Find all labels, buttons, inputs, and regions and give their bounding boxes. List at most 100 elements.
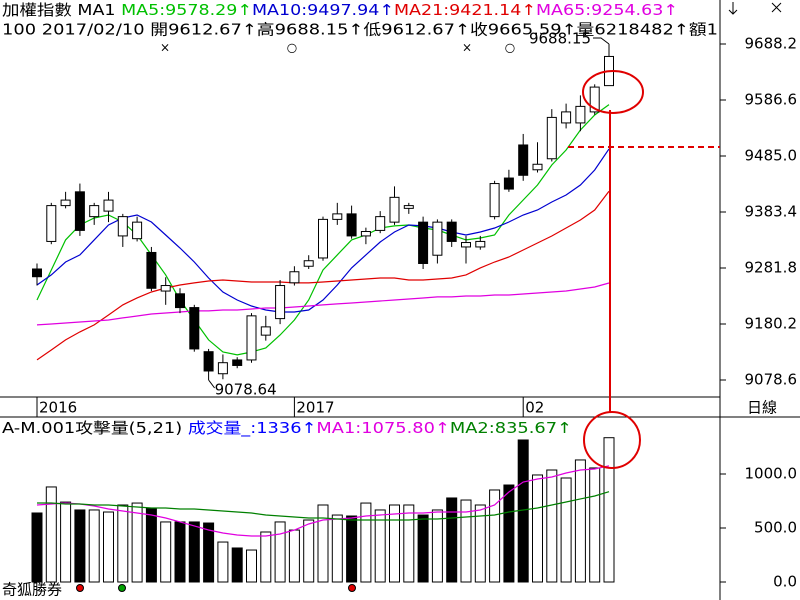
candle-body <box>489 183 500 218</box>
candle-body <box>375 216 386 231</box>
volume-title: A-M.001攻擊量(5,21) <box>2 419 182 437</box>
signal: × <box>462 41 472 55</box>
y-tick-label: 9688.2 <box>745 34 798 52</box>
volume-bar <box>589 467 601 583</box>
candle-body <box>103 199 114 212</box>
volume-bar <box>246 549 257 583</box>
x-tick-label: 2017 <box>296 399 334 417</box>
candle-body <box>89 205 100 218</box>
y-tick-label: 9383.4 <box>745 203 798 221</box>
legend-entry: MA65:9254.63↑ <box>536 1 678 19</box>
candle-body <box>32 268 42 278</box>
candle-body <box>589 86 600 113</box>
volume-bar <box>317 504 329 583</box>
candle-body <box>446 221 457 242</box>
y-tick-label: 9180.2 <box>745 315 798 333</box>
candle-body <box>117 216 128 237</box>
volume-header: A-M.001攻擊量(5,21) 成交量_:1336↑ MA1:1075.80↑ M… <box>2 419 572 438</box>
candle-body <box>546 116 557 160</box>
volume-bar <box>560 477 572 583</box>
highlight-circle <box>582 70 644 114</box>
volume-bar <box>131 502 143 583</box>
candle-body <box>389 196 400 223</box>
scroll-icon[interactable] <box>728 2 738 15</box>
legend-entry: MA21:9421.14↑ <box>394 1 536 19</box>
candle-body <box>575 105 586 124</box>
annotation: 9078.64 <box>215 380 277 398</box>
candle-body <box>289 271 300 284</box>
candle-body <box>246 315 257 361</box>
y-tick-label: 0.0 <box>773 572 797 590</box>
volume-bar <box>103 511 114 583</box>
candle-body <box>232 359 243 366</box>
candle-body <box>160 285 171 292</box>
ma-line <box>36 282 610 326</box>
legend-entry: MA10:9497.94↑ <box>252 1 394 19</box>
volume-bar <box>417 514 429 583</box>
volume-bar <box>389 504 400 583</box>
volume-bar <box>160 521 172 583</box>
volume-bar <box>174 521 186 583</box>
legend-entry: MA1:1075.80↑ <box>316 419 449 437</box>
volume-bar <box>60 501 72 583</box>
legend-entry: MA5:9578.29↑ <box>121 1 252 19</box>
x-tick-label: 02 <box>525 399 544 417</box>
candle-body <box>146 251 157 289</box>
candle-body <box>503 177 514 190</box>
candle-body <box>175 293 185 309</box>
candle-body <box>332 213 343 220</box>
close-icon[interactable] <box>771 2 782 13</box>
volume-bar <box>603 437 615 583</box>
candle-body <box>561 111 572 124</box>
candle-body <box>203 351 214 372</box>
y-tick-label: 500.0 <box>754 518 797 536</box>
candle-body <box>475 240 486 248</box>
volume-bar <box>374 509 386 583</box>
candle-body <box>260 326 271 336</box>
period-label: 日線 <box>747 399 777 417</box>
candle-body <box>518 144 529 176</box>
volume-bar <box>188 521 200 583</box>
leader <box>208 379 215 389</box>
y-tick-label: 9281.8 <box>745 259 798 277</box>
volume-bar <box>145 507 157 583</box>
candle-body <box>132 221 143 240</box>
signal: ○ <box>505 41 515 55</box>
price-header: 加權指數 MA1 MA5:9578.29↑ MA10:9497.94↑ MA21:9… <box>2 1 678 19</box>
y-tick-label: 9078.6 <box>745 371 798 389</box>
highlight-circle <box>583 411 641 469</box>
x-tick-label: 2016 <box>39 399 77 417</box>
signal-dots <box>76 584 356 592</box>
volume-bar <box>231 547 243 583</box>
volume-bar <box>360 502 372 583</box>
candle-body <box>403 205 414 209</box>
volume-bar <box>274 521 286 583</box>
signal: × <box>160 41 170 55</box>
volume-bar <box>260 531 272 583</box>
volume-bar <box>346 515 358 583</box>
volume-bar <box>503 484 515 583</box>
candle-body <box>318 218 328 259</box>
legend-entry: MA2:835.67↑ <box>450 419 572 437</box>
leader <box>593 37 610 45</box>
y-tick-label: 9586.6 <box>745 90 798 108</box>
volume-bar <box>88 509 100 583</box>
signal-dot <box>118 584 126 592</box>
window-icons[interactable] <box>728 2 782 15</box>
candle-body <box>346 213 357 237</box>
candle-body <box>275 285 286 320</box>
annotation-marks <box>568 70 720 469</box>
candle-body <box>217 362 228 375</box>
signal: ○ <box>287 41 297 55</box>
signal-dot <box>76 584 84 592</box>
volume-bar <box>532 474 543 583</box>
legend-entry: 成交量_:1336↑ <box>188 419 317 438</box>
candle-body <box>74 191 85 231</box>
y-tick-label: 1000.0 <box>745 464 798 482</box>
ma-line <box>36 190 610 361</box>
volume-bar <box>31 512 43 583</box>
candle-body <box>432 221 443 256</box>
signal-dot <box>348 584 356 592</box>
candle-body <box>189 307 200 350</box>
